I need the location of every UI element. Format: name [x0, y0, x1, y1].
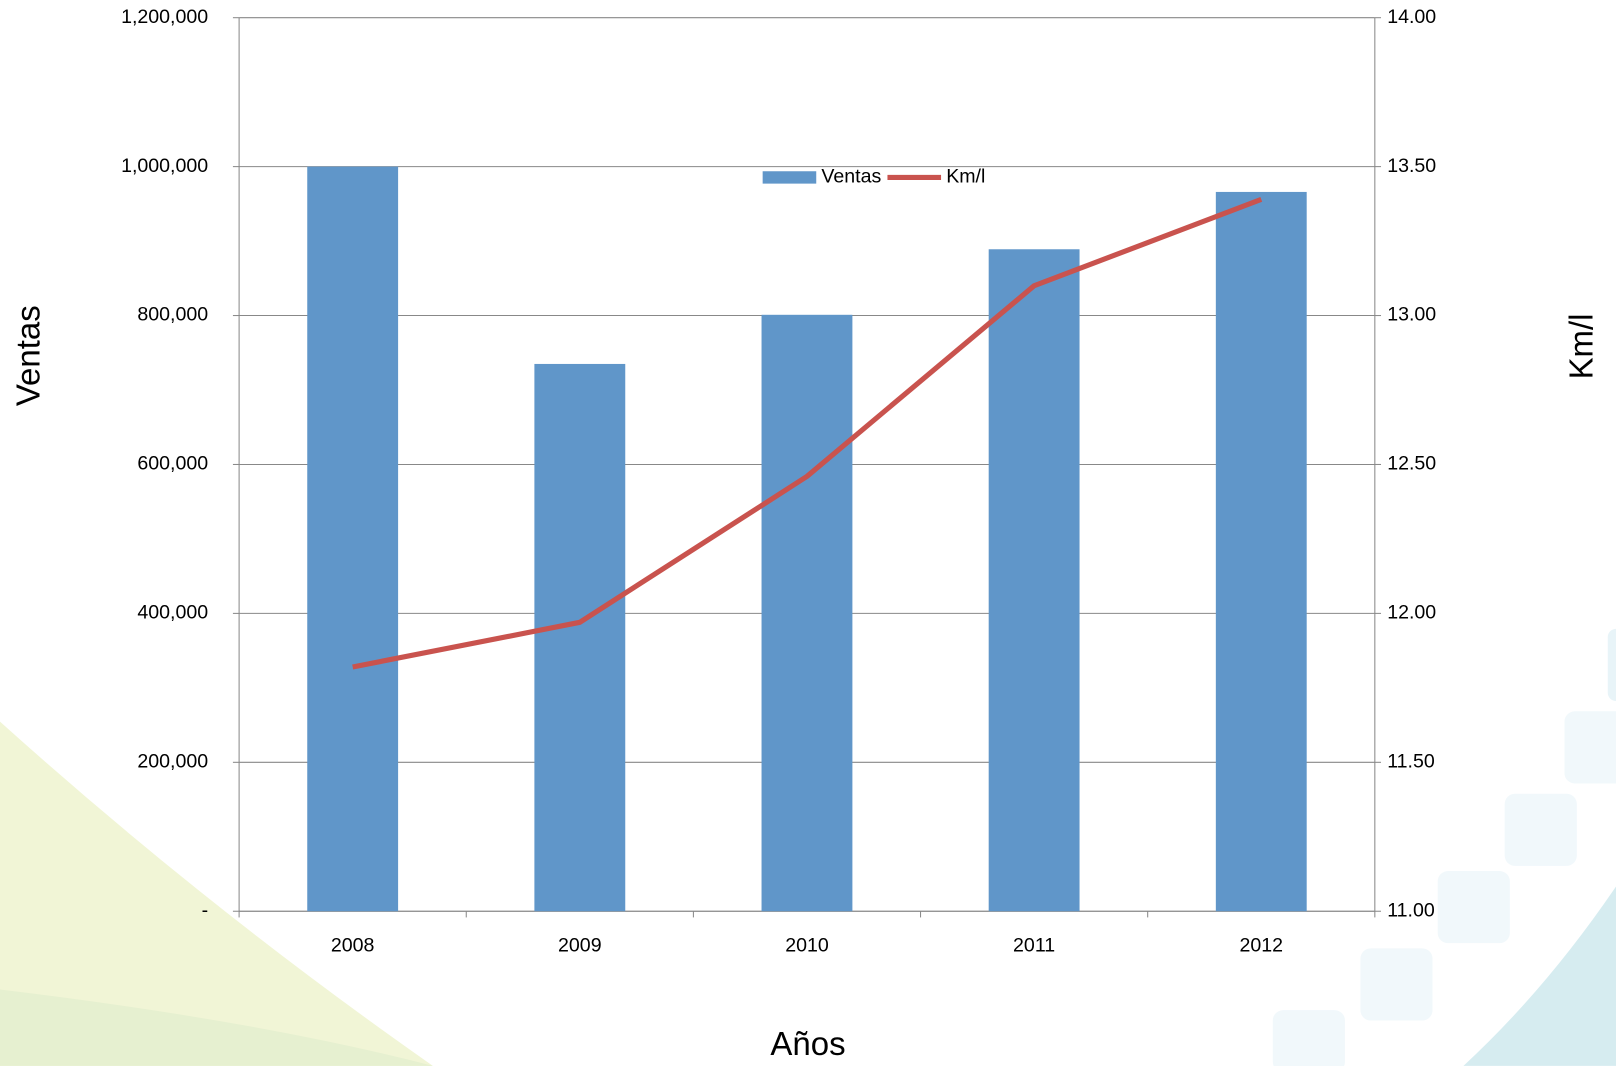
y2-tick-label: 13.50	[1387, 155, 1436, 177]
x-tick-label: 2008	[331, 934, 375, 956]
x-axis-title: Años	[770, 1025, 845, 1062]
y2-tick-label: 11.00	[1387, 899, 1435, 921]
background-decoration	[0, 628, 1616, 1066]
y2-tick-label: 11.50	[1387, 750, 1435, 772]
y-tick-label: 800,000	[137, 304, 208, 326]
y2-axis-title: Km/l	[1563, 313, 1600, 379]
line	[352, 196, 1263, 670]
y2-tick-label: 14.00	[1387, 6, 1436, 28]
bar	[988, 249, 1080, 912]
bar	[307, 166, 399, 912]
y-axis-title: Ventas	[10, 305, 47, 406]
x-tick-label: 2010	[785, 934, 829, 956]
y-tick-label: 600,000	[137, 453, 208, 475]
y2-tick-label: 12.00	[1387, 602, 1436, 624]
bar	[534, 363, 626, 912]
y-tick-label: 400,000	[137, 602, 208, 624]
y-tick-label: 1,000,000	[121, 155, 208, 177]
y-tick-label: -	[202, 899, 209, 921]
x-tick-label: 2009	[558, 934, 602, 956]
bar	[1215, 191, 1307, 912]
y-tick-label: 1,200,000	[121, 6, 208, 28]
bar	[761, 314, 853, 912]
legend-swatch	[762, 171, 817, 184]
legend-label: Km/l	[946, 166, 985, 188]
y-tick-label: 200,000	[137, 750, 208, 772]
legend-label: Ventas	[821, 166, 881, 188]
x-tick-label: 2012	[1239, 934, 1283, 956]
x-tick-label: 2011	[1013, 934, 1055, 956]
y2-tick-label: 13.00	[1387, 304, 1436, 326]
y2-tick-label: 12.50	[1387, 453, 1436, 475]
